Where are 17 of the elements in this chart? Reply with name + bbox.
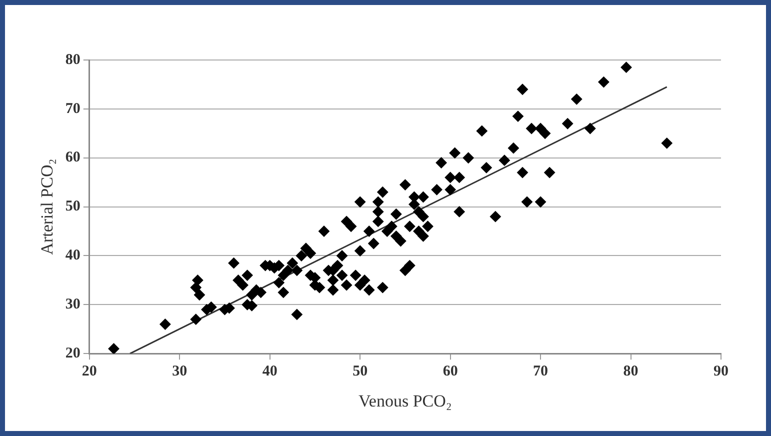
y-tick-label: 20	[65, 345, 80, 362]
y-tick-label: 70	[65, 100, 80, 117]
x-tick-label: 50	[352, 363, 368, 380]
x-tick-label: 60	[442, 363, 458, 380]
y-tick-label: 80	[65, 52, 80, 68]
x-axis-title: Venous PCO₂	[358, 391, 452, 410]
y-axis-title: Arterial PCO₂	[38, 158, 57, 255]
x-tick-label: 90	[714, 363, 728, 380]
x-tick-label: 40	[262, 363, 278, 380]
y-tick-label: 50	[65, 198, 80, 215]
x-tick-label: 80	[623, 363, 638, 380]
x-tick-label: 70	[533, 363, 548, 380]
x-tick-label: 30	[172, 363, 188, 380]
y-tick-label: 40	[65, 248, 80, 264]
y-tick-label: 60	[65, 150, 80, 166]
x-tick-label: 20	[82, 363, 97, 380]
y-tick-label: 30	[65, 296, 80, 313]
